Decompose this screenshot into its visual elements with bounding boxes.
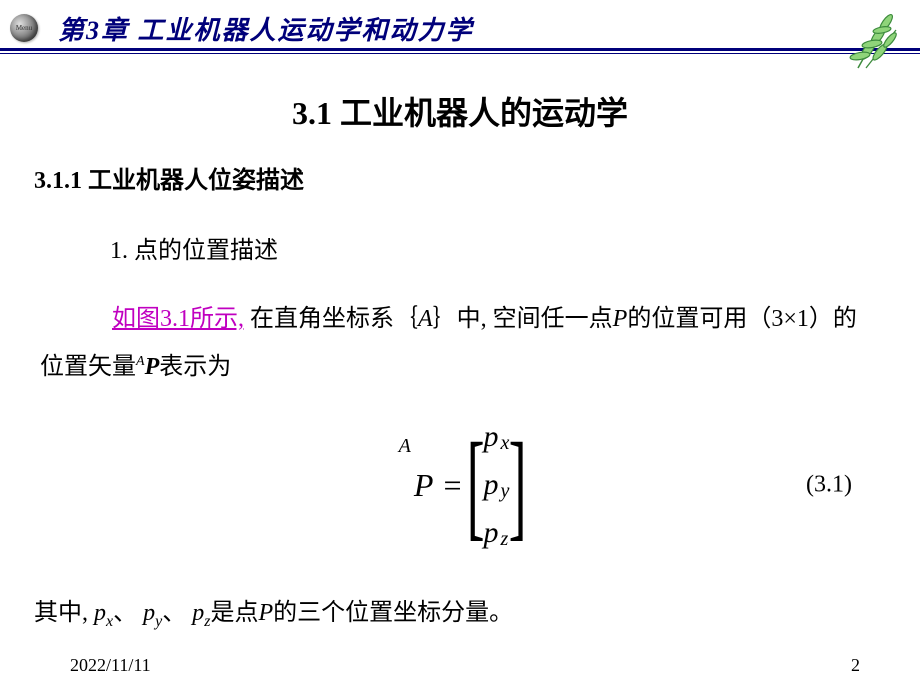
var-p: p	[94, 600, 106, 626]
var-P: P	[613, 306, 628, 332]
vec-base: p	[483, 516, 498, 550]
vector-row: py	[483, 461, 509, 509]
left-bracket-icon: [	[466, 428, 484, 542]
vec-base: p	[483, 420, 498, 454]
menu-icon[interactable]: Menu	[10, 14, 38, 42]
section-heading: 3.1.1 工业机器人位姿描述	[34, 160, 304, 195]
vector-row: pz	[483, 509, 509, 557]
footer-date: 2022/11/11	[70, 655, 151, 676]
text-seg: 其中,	[34, 600, 94, 626]
equation-block: A P = [ px py pz ] (3.1)	[0, 400, 920, 570]
text-sep: 、	[113, 600, 143, 626]
var-P: P	[258, 600, 273, 626]
paragraph-1: 如图3.1所示, 在直角坐标系｛A｝中, 空间任一点P的位置可用（3×1）的位置…	[40, 295, 880, 391]
figure-link[interactable]: 如图3.1所示,	[112, 306, 244, 332]
var-p: p	[143, 600, 155, 626]
eq-var: P	[414, 467, 434, 504]
vec-sub: z	[500, 528, 508, 551]
eq-equals: =	[443, 467, 461, 504]
menu-label: Menu	[16, 24, 32, 32]
var-A: A	[418, 306, 433, 332]
list-item-1: 1. 点的位置描述	[110, 230, 278, 265]
vec-base: p	[483, 468, 498, 502]
equation: A P = [ px py pz ]	[399, 413, 522, 557]
eq-presup: A	[399, 435, 411, 458]
equation-number: (3.1)	[806, 472, 852, 499]
var-P-bold: P	[145, 354, 160, 380]
page-title: 3.1 工业机器人的运动学	[0, 88, 920, 134]
header-divider	[0, 48, 920, 54]
vector-row: px	[483, 413, 509, 461]
right-bracket-icon: ]	[508, 428, 526, 542]
var-p: p	[192, 600, 204, 626]
chapter-title: 第3章 工业机器人运动学和动力学	[58, 10, 474, 47]
text-seg: ｝中, 空间任一点	[433, 306, 613, 332]
sup-A: A	[136, 354, 145, 369]
vector-column: px py pz	[483, 413, 509, 557]
leaf-decoration-icon	[838, 8, 908, 78]
footer-page-number: 2	[851, 655, 860, 676]
paragraph-2: 其中, px、 py、 pz是点P的三个位置坐标分量。	[34, 592, 513, 631]
text-seg: 的三个位置坐标分量。	[273, 600, 513, 626]
slide-header: Menu 第3章 工业机器人运动学和动力学	[0, 4, 920, 52]
text-seg: 是点	[210, 600, 258, 626]
text-sep: 、	[162, 600, 192, 626]
text-seg: 在直角坐标系｛	[244, 306, 418, 332]
text-seg: 表示为	[159, 354, 231, 380]
